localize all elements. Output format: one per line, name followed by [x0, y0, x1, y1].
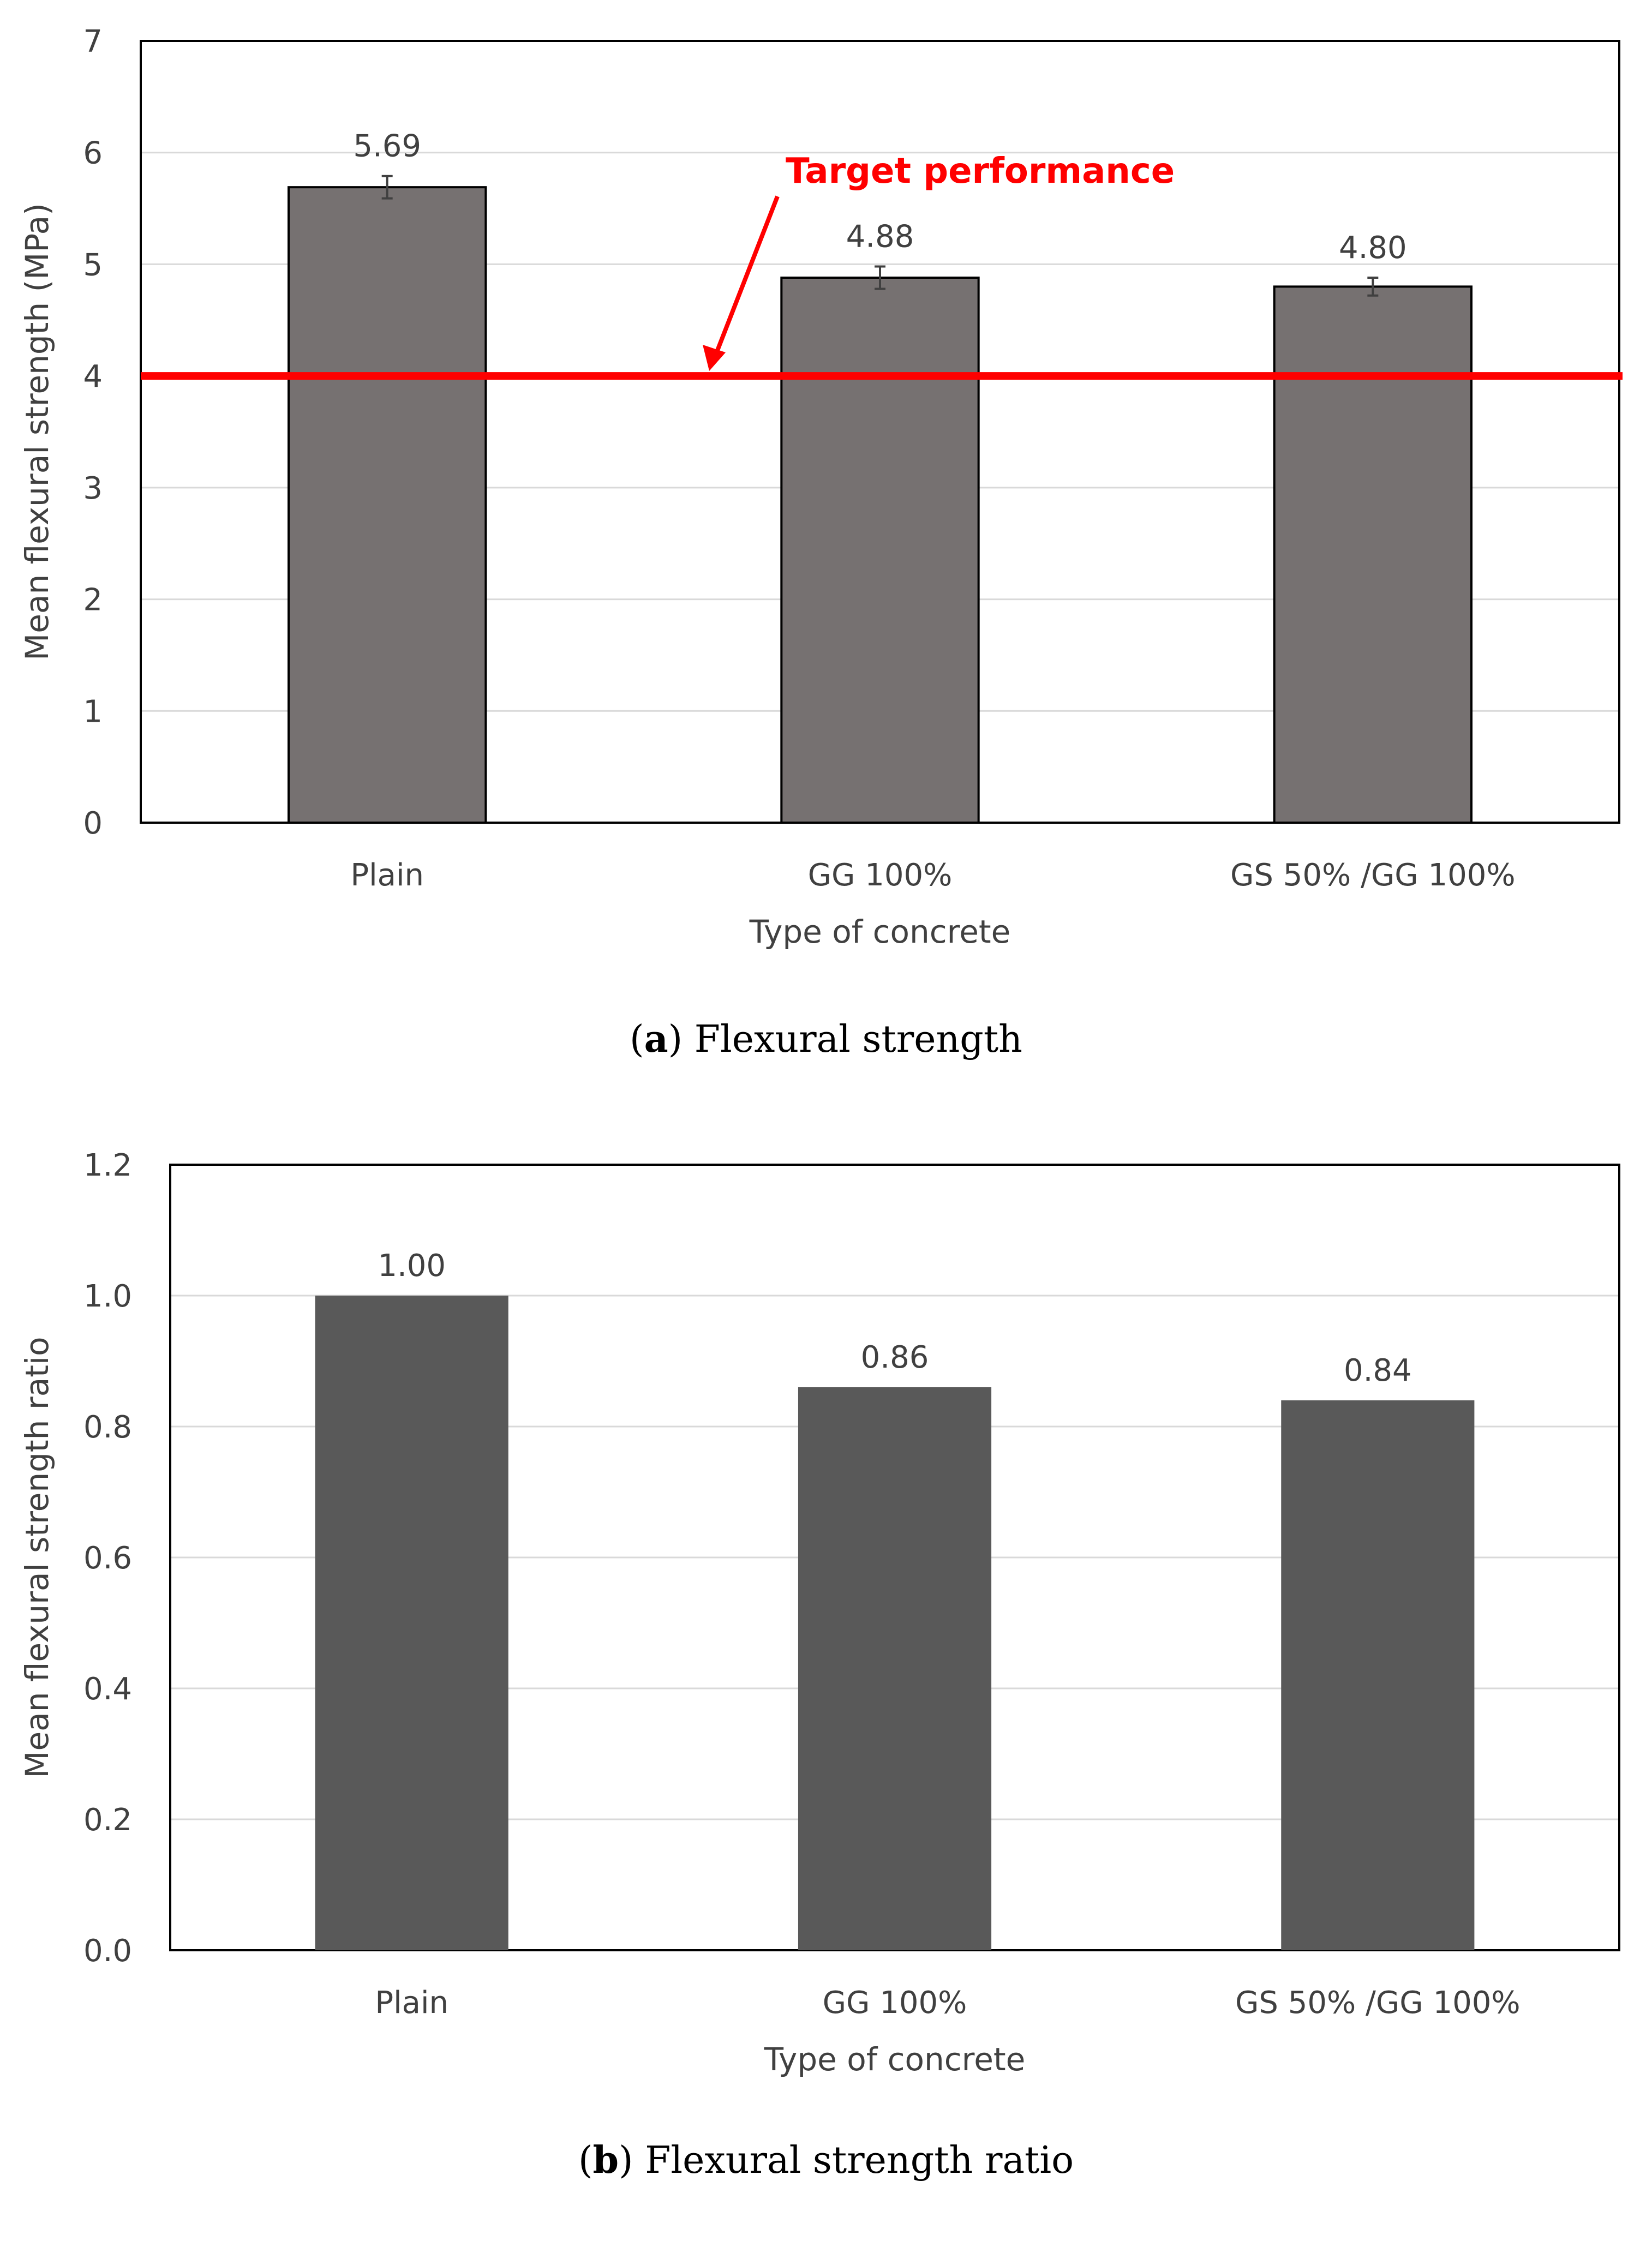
data-label: 5.69: [353, 129, 421, 164]
chart-b: 0.0 0.2 0.4 0.6 0.8 1.0 1.2 1.00 Plain 0.86 GG 100…: [19, 1148, 1620, 2078]
x-category-label: Plain: [350, 858, 424, 893]
bar: [1281, 1400, 1475, 1950]
data-label: 4.80: [1339, 230, 1407, 266]
figure-a-flexural-strength: 0 1 2 3 4 5 6 7 5.69 Plain 4.88 GG 100% 4.80 GS 50% /…: [0, 0, 1652, 1091]
y-tick-label: 3: [83, 471, 103, 506]
y-tick-label: 1: [83, 694, 103, 729]
y-axis-title: Mean flexural strength ratio: [19, 1337, 56, 1778]
y-tick-label: 7: [83, 24, 103, 59]
caption-b-letter: b: [592, 2138, 619, 2182]
y-tick-label: 2: [83, 583, 103, 618]
x-category-label: GG 100%: [823, 1985, 967, 2021]
caption-a: (a) Flexural strength: [630, 1017, 1022, 1061]
y-tick-label: 4: [83, 359, 103, 394]
y-tick-label: 1.0: [83, 1279, 132, 1314]
y-tick-label: 0: [83, 806, 103, 841]
y-tick-label: 5: [83, 247, 103, 283]
caption-b: (b) Flexural strength ratio: [578, 2138, 1074, 2182]
bar: [315, 1296, 508, 1950]
y-tick-label: 0.6: [83, 1541, 132, 1576]
caption-a-text: Flexural strength: [694, 1018, 1022, 1061]
x-axis-title: Type of concrete: [749, 913, 1011, 950]
x-category-label: Plain: [375, 1985, 448, 2021]
caption-a-letter: a: [644, 1017, 668, 1061]
data-label: 1.00: [378, 1248, 446, 1284]
target-arrow-head: [703, 345, 726, 371]
bar: [798, 1387, 992, 1950]
x-category-label: GG 100%: [808, 858, 953, 893]
data-label: 4.88: [846, 219, 914, 255]
data-label: 0.84: [1344, 1353, 1412, 1388]
figure-b-flexural-strength-ratio: 0.0 0.2 0.4 0.6 0.8 1.0 1.2 1.00 Plain 0.86 GG 100…: [0, 1118, 1652, 2241]
bar: [780, 276, 980, 824]
y-tick-label: 0.2: [83, 1802, 132, 1838]
y-tick-label: 0.4: [83, 1671, 132, 1707]
caption-b-text: Flexural strength ratio: [645, 2139, 1074, 2182]
x-category-label: GS 50% /GG 100%: [1230, 858, 1516, 893]
bar: [1273, 285, 1473, 824]
y-tick-label: 0.0: [83, 1933, 132, 1969]
target-performance-label: Target performance: [786, 151, 1175, 191]
x-category-label: GS 50% /GG 100%: [1235, 1985, 1521, 2021]
chart-a: 0 1 2 3 4 5 6 7 5.69 Plain 4.88 GG 100% 4.80 GS 50% /…: [19, 24, 1623, 950]
bar: [288, 186, 487, 824]
y-tick-label: 0.8: [83, 1410, 132, 1445]
x-axis-title: Type of concrete: [764, 2041, 1026, 2078]
target-arrow-shaft: [714, 195, 780, 356]
y-tick-label: 1.2: [83, 1148, 132, 1183]
data-label: 0.86: [861, 1340, 929, 1375]
y-axis-title: Mean flexural strength (MPa): [19, 203, 56, 661]
y-tick-label: 6: [83, 136, 103, 171]
